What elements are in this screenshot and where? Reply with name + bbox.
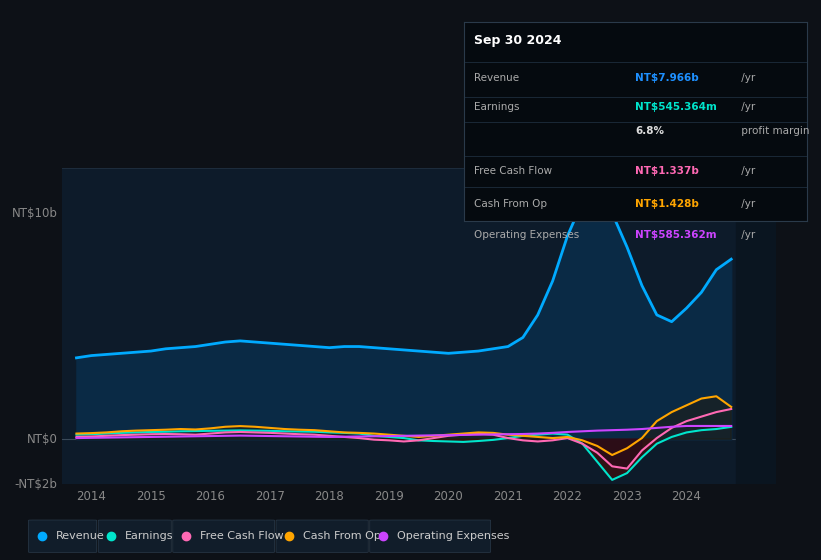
- Text: -NT$2b: -NT$2b: [15, 478, 57, 491]
- Text: /yr: /yr: [738, 102, 755, 112]
- Text: NT$585.362m: NT$585.362m: [635, 230, 717, 240]
- Text: profit margin: profit margin: [738, 126, 810, 136]
- FancyBboxPatch shape: [99, 520, 172, 552]
- Text: /yr: /yr: [738, 73, 755, 83]
- Text: Operating Expenses: Operating Expenses: [397, 531, 509, 541]
- Text: NT$545.364m: NT$545.364m: [635, 102, 718, 112]
- Text: Free Cash Flow: Free Cash Flow: [200, 531, 283, 541]
- Text: /yr: /yr: [738, 166, 755, 176]
- Text: /yr: /yr: [738, 230, 755, 240]
- Text: NT$1.428b: NT$1.428b: [635, 199, 699, 209]
- FancyBboxPatch shape: [29, 520, 97, 552]
- Text: Cash From Op: Cash From Op: [303, 531, 381, 541]
- Text: Revenue: Revenue: [56, 531, 104, 541]
- Text: Free Cash Flow: Free Cash Flow: [475, 166, 553, 176]
- Text: NT$1.337b: NT$1.337b: [635, 166, 699, 176]
- Text: Revenue: Revenue: [475, 73, 520, 83]
- Text: NT$7.966b: NT$7.966b: [635, 73, 699, 83]
- FancyBboxPatch shape: [172, 520, 274, 552]
- FancyBboxPatch shape: [369, 520, 491, 552]
- Text: 6.8%: 6.8%: [635, 126, 664, 136]
- Text: NT$10b: NT$10b: [11, 207, 57, 220]
- Text: Operating Expenses: Operating Expenses: [475, 230, 580, 240]
- Text: Earnings: Earnings: [475, 102, 520, 112]
- Text: Cash From Op: Cash From Op: [475, 199, 547, 209]
- Text: Earnings: Earnings: [126, 531, 174, 541]
- Text: /yr: /yr: [738, 199, 755, 209]
- FancyBboxPatch shape: [276, 520, 368, 552]
- Bar: [736, 168, 776, 484]
- Text: Sep 30 2024: Sep 30 2024: [475, 34, 562, 48]
- Text: NT$0: NT$0: [26, 433, 57, 446]
